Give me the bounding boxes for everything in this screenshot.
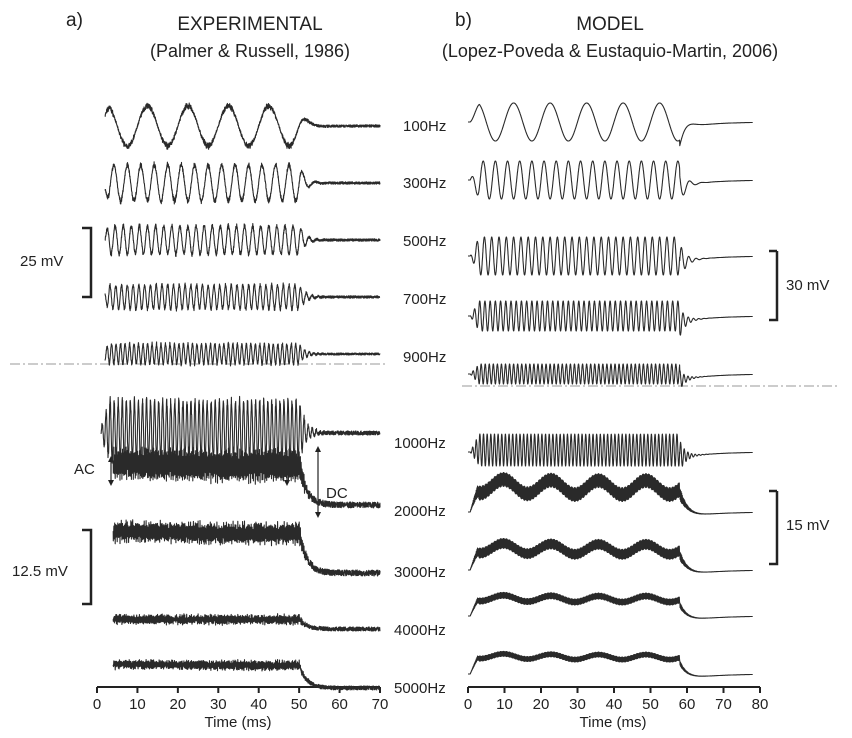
panel-b-x-axis-label: Time (ms) [580, 714, 647, 731]
trace-5000hz [112, 659, 381, 691]
scale-bar-25mv [82, 226, 93, 299]
trace-2000hz [467, 472, 754, 515]
freq-label-1000hz: 1000Hz [394, 435, 446, 452]
x-tick-label: 60 [331, 696, 348, 713]
freq-label-500hz: 500Hz [403, 233, 446, 250]
trace-100hz [104, 102, 381, 150]
trace-700hz [104, 282, 381, 312]
x-tick-label: 10 [496, 696, 513, 713]
x-tick-label: 50 [642, 696, 659, 713]
trace-700hz [467, 300, 754, 336]
x-tick-label: 80 [752, 696, 769, 713]
trace-300hz [104, 161, 381, 205]
freq-label-3000hz: 3000Hz [394, 564, 446, 581]
trace-500hz [104, 222, 381, 258]
panel-a-x-axis: 0 10 20 30 40 50 60 70 [93, 686, 389, 713]
scale-bar-30mv [769, 249, 779, 322]
x-tick-label: 50 [291, 696, 308, 713]
scale-bar-12-5mv [82, 528, 93, 606]
trace-3000hz [467, 537, 754, 573]
trace-4000hz [467, 591, 754, 619]
x-tick-label: 30 [210, 696, 227, 713]
trace-2000hz [112, 446, 381, 509]
panel-a-x-axis-label: Time (ms) [205, 714, 272, 731]
x-tick-label: 30 [569, 696, 586, 713]
trace-100hz [467, 102, 754, 147]
freq-label-100hz: 100Hz [403, 118, 446, 135]
x-tick-label: 60 [679, 696, 696, 713]
freq-label-300hz: 300Hz [403, 175, 446, 192]
scale-bar-15mv [769, 489, 779, 566]
x-tick-label: 70 [372, 696, 389, 713]
panel-b-title: MODEL [576, 14, 644, 35]
freq-label-700hz: 700Hz [403, 291, 446, 308]
x-tick-label: 40 [606, 696, 623, 713]
scale-bar-30mv-label: 30 mV [786, 277, 829, 294]
freq-label-5000hz: 5000Hz [394, 680, 446, 697]
trace-3000hz [112, 519, 381, 577]
panel-a-subtitle: (Palmer & Russell, 1986) [150, 41, 350, 61]
scale-bar-12-5mv-label: 12.5 mV [12, 563, 68, 580]
trace-300hz [467, 160, 754, 200]
x-tick-label: 10 [129, 696, 146, 713]
panel-b-letter: b) [455, 10, 472, 31]
scale-bar-15mv-label: 15 mV [786, 517, 829, 534]
trace-1000hz [100, 395, 381, 467]
x-tick-label: 40 [250, 696, 267, 713]
dc-annotation-label: DC [326, 485, 348, 502]
x-tick-label: 70 [715, 696, 732, 713]
x-tick-label: 20 [533, 696, 550, 713]
panel-b-traces [467, 102, 754, 677]
dc-arrow [315, 446, 321, 518]
trace-5000hz [467, 650, 754, 677]
trace-500hz [467, 236, 754, 276]
panel-a-title: EXPERIMENTAL [177, 14, 322, 35]
trace-900hz [104, 341, 381, 367]
x-tick-label: 20 [170, 696, 187, 713]
panel-a-letter: a) [66, 10, 83, 31]
trace-900hz [467, 363, 754, 387]
x-tick-label: 0 [464, 696, 472, 713]
x-tick-label: 0 [93, 696, 101, 713]
panel-b-subtitle: (Lopez-Poveda & Eustaquio-Martin, 2006) [442, 41, 778, 61]
panel-a-traces [100, 102, 381, 691]
freq-label-900hz: 900Hz [403, 349, 446, 366]
ac-annotation-label: AC [74, 461, 95, 478]
trace-1000hz [467, 433, 754, 467]
freq-label-2000hz: 2000Hz [394, 503, 446, 520]
trace-4000hz [112, 613, 381, 632]
freq-label-4000hz: 4000Hz [394, 622, 446, 639]
scale-bar-25mv-label: 25 mV [20, 253, 63, 270]
panel-b-x-axis: 0 10 20 30 40 50 60 70 80 [464, 686, 769, 713]
